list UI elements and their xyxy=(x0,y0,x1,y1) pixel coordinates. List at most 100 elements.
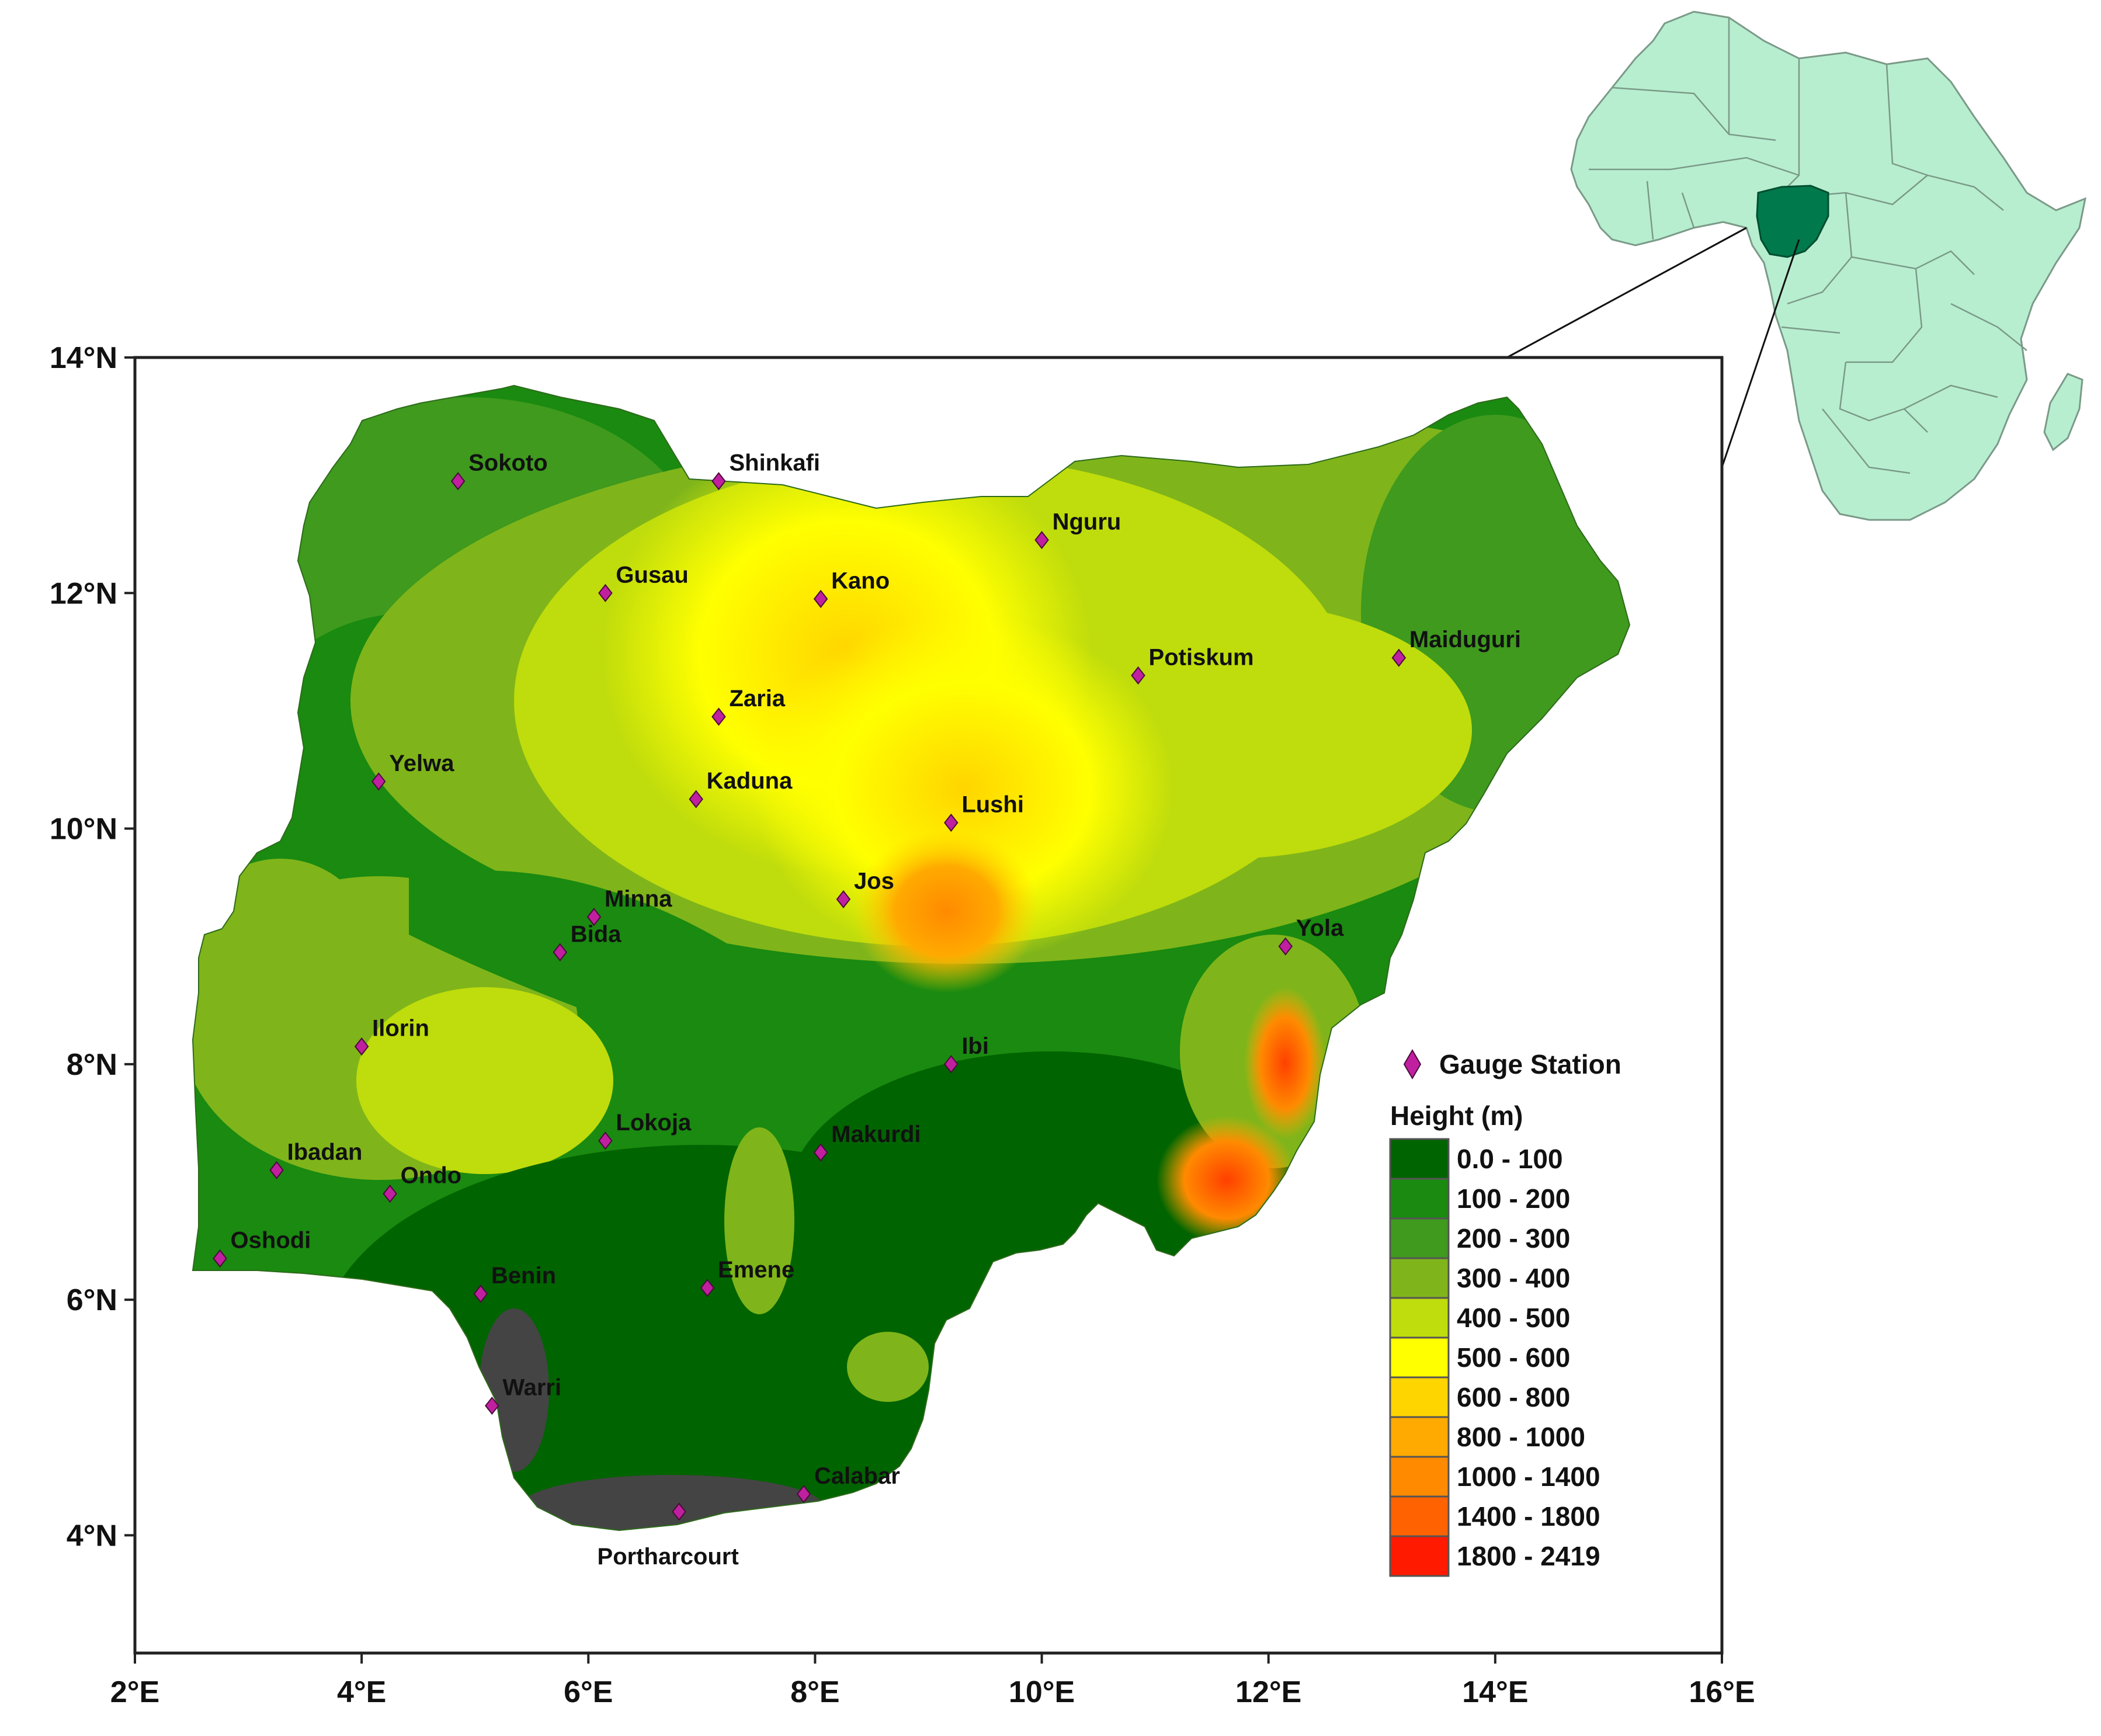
legend-swatch xyxy=(1389,1376,1450,1418)
legend-swatch xyxy=(1389,1138,1450,1180)
madagascar xyxy=(2043,373,2083,452)
station-label: Kaduna xyxy=(707,768,793,794)
station-label: Kano xyxy=(831,568,890,593)
station-marker xyxy=(1391,648,1407,667)
station-label: Lokoja xyxy=(616,1110,692,1136)
legend-class-label: 200 - 300 xyxy=(1457,1223,1570,1254)
legend-swatch xyxy=(1389,1297,1450,1339)
legend-class-label: 600 - 800 xyxy=(1457,1382,1570,1412)
station-marker xyxy=(485,1396,499,1415)
station-marker xyxy=(1131,666,1145,685)
station-marker xyxy=(813,589,828,608)
legend-class-label: 300 - 400 xyxy=(1457,1263,1570,1293)
africa-continent xyxy=(1570,11,2087,521)
station-marker xyxy=(213,1249,227,1268)
y-tick-label: 4°N xyxy=(67,1519,117,1553)
legend-swatch xyxy=(1389,1416,1450,1458)
station-label: Emene xyxy=(718,1257,794,1283)
legend-class-label: 1000 - 1400 xyxy=(1457,1461,1600,1492)
station-marker xyxy=(371,772,386,791)
station-marker xyxy=(1034,530,1049,550)
legend-station-label: Gauge Station xyxy=(1439,1049,1621,1079)
station-marker xyxy=(796,1485,811,1504)
x-tick-label: 6°E xyxy=(564,1675,613,1709)
legend-height-title: Height (m) xyxy=(1390,1100,1523,1131)
legend-swatch xyxy=(1389,1257,1450,1299)
station-label: Bida xyxy=(571,921,621,947)
station-label: Benin xyxy=(491,1263,556,1289)
station-label: Ibi xyxy=(961,1033,989,1059)
y-tick-label: 12°N xyxy=(50,577,117,610)
station-label: Ibadan xyxy=(287,1139,363,1165)
station-label: Minna xyxy=(605,886,672,912)
station-marker xyxy=(836,890,851,909)
x-tick-label: 4°E xyxy=(337,1675,386,1709)
station-marker xyxy=(672,1502,686,1521)
legend-swatch xyxy=(1389,1217,1450,1259)
legend-height-classes: 0.0 - 100 100 - 200 200 - 300 300 - 400 400 … xyxy=(1389,1138,1600,1577)
station-label: Maiduguri xyxy=(1409,627,1521,652)
legend-class-label: 100 - 200 xyxy=(1457,1183,1570,1214)
legend-class-label: 800 - 1000 xyxy=(1457,1422,1585,1452)
station-marker xyxy=(944,1055,959,1074)
legend-class-label: 1400 - 1800 xyxy=(1457,1501,1600,1532)
map-axes: 2°E 4°E 6°E 8°E 10°E 12°E 14°E 16°E 14°N 12°N 10°N… xyxy=(50,341,1755,1709)
legend-swatch xyxy=(1389,1495,1450,1537)
station-marker xyxy=(586,908,602,926)
y-tick-label: 14°N xyxy=(50,341,117,375)
station-label: Sokoto xyxy=(468,450,548,476)
legend-swatch xyxy=(1389,1178,1450,1220)
station-label: Portharcourt xyxy=(598,1544,739,1570)
y-tick-label: 8°N xyxy=(67,1048,117,1082)
station-label: Lushi xyxy=(961,791,1024,817)
legend-class-label: 400 - 500 xyxy=(1457,1303,1570,1333)
x-tick-label: 8°E xyxy=(790,1675,839,1709)
station-marker xyxy=(711,707,726,726)
station-marker xyxy=(450,472,466,491)
station-marker xyxy=(269,1161,284,1179)
x-tick-label: 16°E xyxy=(1689,1675,1755,1709)
inset-connector-line-bottom xyxy=(1721,239,1800,468)
legend-class-label: 500 - 600 xyxy=(1457,1342,1570,1373)
station-label: Ondo xyxy=(401,1163,461,1189)
station-marker xyxy=(598,1131,613,1150)
y-tick-label: 6°N xyxy=(67,1283,117,1317)
legend: Gauge Station Height (m) 0.0 - 100 100 - … xyxy=(1389,1049,1621,1577)
legend-swatch xyxy=(1389,1456,1450,1498)
legend-swatch xyxy=(1389,1336,1450,1379)
africa-locator-map xyxy=(1570,11,2087,521)
inset-connector-line-top xyxy=(1506,227,1747,359)
gauge-stations: Sokoto Shinkafi Nguru Gusau Kano Potiskum Maid… xyxy=(213,450,1521,1570)
station-label: Yelwa xyxy=(389,751,454,776)
station-marker xyxy=(813,1143,828,1162)
station-label: Shinkafi xyxy=(729,450,820,476)
x-tick-label: 14°E xyxy=(1462,1675,1528,1709)
x-tick-label: 2°E xyxy=(110,1675,159,1709)
station-label: Yola xyxy=(1296,915,1344,941)
station-marker xyxy=(473,1284,488,1303)
legend-class-label: 1800 - 2419 xyxy=(1457,1541,1600,1571)
station-label: Jos xyxy=(854,869,894,894)
y-tick-label: 10°N xyxy=(50,813,117,846)
station-label: Calabar xyxy=(814,1463,900,1489)
station-marker xyxy=(711,472,726,491)
station-marker xyxy=(598,584,613,602)
station-label: Nguru xyxy=(1053,509,1121,535)
x-tick-label: 12°E xyxy=(1235,1675,1301,1709)
station-marker xyxy=(383,1185,397,1203)
station-label: Gusau xyxy=(616,562,688,588)
station-label: Makurdi xyxy=(831,1122,921,1147)
legend-station-marker xyxy=(1403,1049,1422,1079)
africa-country-borders xyxy=(1589,18,2027,474)
station-label: Zaria xyxy=(729,686,785,711)
station-marker xyxy=(700,1279,715,1297)
station-marker xyxy=(689,790,703,808)
station-label: Oshodi xyxy=(231,1228,311,1254)
legend-class-label: 0.0 - 100 xyxy=(1457,1144,1563,1174)
station-marker xyxy=(553,943,568,961)
station-marker xyxy=(944,813,959,832)
station-label: Potiskum xyxy=(1149,644,1254,670)
x-tick-label: 10°E xyxy=(1009,1675,1075,1709)
legend-swatch xyxy=(1389,1535,1450,1577)
